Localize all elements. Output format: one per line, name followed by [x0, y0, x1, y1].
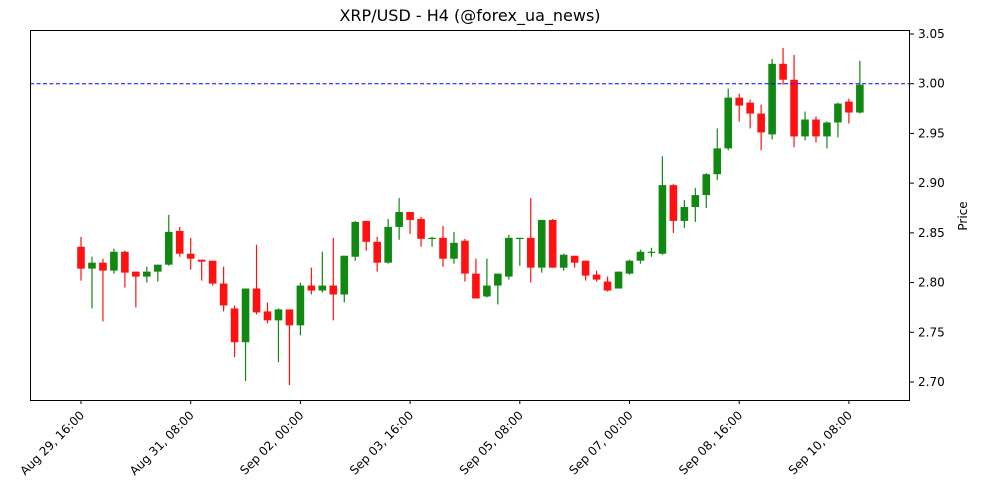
candle: [790, 54, 798, 148]
y-tick-label: 2.90: [918, 176, 945, 190]
candle: [395, 198, 403, 240]
candle: [581, 260, 590, 281]
candle: [296, 282, 305, 336]
candle: [263, 302, 272, 324]
y-tick-label: 3.00: [918, 77, 945, 91]
y-tick-label: 2.80: [918, 276, 945, 290]
candle: [186, 237, 195, 270]
candle: [647, 247, 656, 257]
plot-frame: [30, 30, 910, 401]
candle: [702, 173, 711, 208]
candle: [450, 231, 458, 264]
candle: [318, 251, 327, 293]
candle: [834, 102, 842, 138]
candle: [658, 156, 667, 255]
candle: [746, 99, 754, 129]
candle: [132, 271, 140, 308]
candle: [428, 236, 436, 247]
x-tick-label: Sep 10, 08:00: [786, 408, 855, 477]
y-tick-label: 3.05: [918, 27, 945, 41]
candle: [472, 258, 480, 299]
candle: [329, 237, 338, 321]
candle: [351, 220, 360, 261]
y-tick-label: 2.70: [918, 375, 945, 389]
candle: [274, 308, 283, 363]
candle: [757, 104, 765, 151]
candle: [526, 198, 535, 283]
candle: [614, 271, 623, 289]
candle: [208, 260, 217, 286]
candle: [680, 200, 689, 228]
x-tick-label: Sep 02, 00:00: [237, 408, 306, 477]
candle: [559, 253, 568, 271]
chart-title: XRP/USD - H4 (@forex_ua_news): [339, 6, 601, 25]
candle: [494, 273, 502, 305]
candle: [164, 214, 173, 266]
candle: [812, 116, 820, 143]
candle: [439, 225, 447, 267]
candle: [548, 218, 557, 268]
candle: [219, 266, 228, 312]
candle: [592, 270, 601, 282]
y-tick-label: 2.75: [918, 325, 945, 339]
candle: [713, 128, 722, 181]
candle: [362, 220, 371, 251]
candle: [241, 288, 250, 382]
x-axis: Aug 29, 16:00 Aug 31, 08:00 Sep 02, 00:00 S…: [17, 400, 855, 478]
candle: [285, 309, 294, 385]
candle: [779, 47, 787, 85]
y-tick-label: 2.95: [918, 126, 945, 140]
x-tick-label: Aug 29, 16:00: [17, 408, 87, 478]
candle: [88, 256, 96, 309]
y-axis: 2.70 2.75 2.80 2.85 2.90 2.95 3.00 3.05: [910, 27, 945, 389]
candle: [417, 216, 425, 247]
candles-layer: [77, 47, 864, 385]
x-tick-label: Sep 05, 08:00: [457, 408, 526, 477]
candle: [845, 98, 853, 124]
candle: [110, 248, 118, 274]
candle: [175, 226, 184, 257]
candle: [603, 276, 612, 292]
y-tick-label: 2.85: [918, 226, 945, 240]
candle: [373, 236, 381, 272]
candle: [384, 218, 392, 264]
candle: [230, 305, 239, 358]
candle: [340, 255, 349, 303]
x-tick-label: Sep 07, 00:00: [566, 408, 635, 477]
candle: [153, 264, 162, 282]
candle: [77, 236, 85, 281]
candle: [636, 249, 645, 264]
candle: [735, 93, 743, 122]
candle: [768, 58, 776, 140]
candle: [483, 258, 491, 298]
y-axis-label: Price: [956, 201, 970, 230]
candle: [197, 259, 206, 281]
candle: [669, 184, 678, 233]
x-tick-label: Sep 03, 16:00: [347, 408, 416, 477]
candle: [99, 258, 107, 322]
candle: [724, 88, 733, 151]
x-tick-label: Aug 31, 08:00: [127, 408, 197, 478]
candle: [406, 211, 414, 234]
candle: [505, 234, 513, 280]
candle: [143, 266, 151, 283]
candle: [307, 267, 316, 295]
candle: [801, 111, 809, 141]
candle: [570, 255, 579, 268]
candle: [823, 121, 831, 149]
candle: [537, 219, 546, 273]
candle: [625, 259, 634, 275]
candle: [252, 244, 261, 315]
candle: [121, 250, 129, 288]
candle: [691, 188, 700, 222]
candle: [516, 237, 524, 266]
x-tick-label: Sep 08, 16:00: [676, 408, 745, 477]
candle: [461, 238, 469, 282]
candle: [856, 60, 864, 114]
